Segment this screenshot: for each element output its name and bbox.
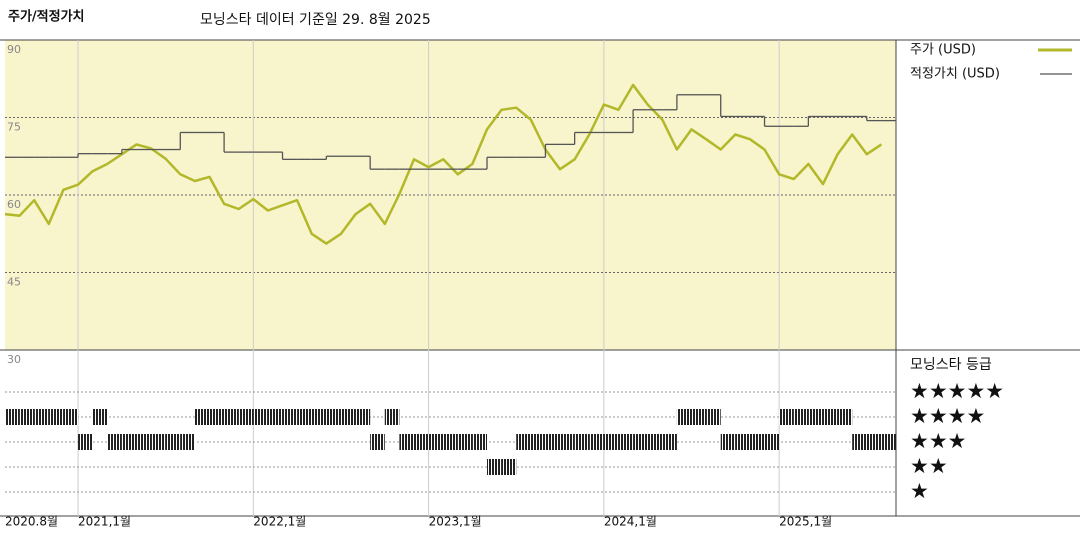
rating-bar xyxy=(238,409,254,425)
rating-bar xyxy=(253,409,268,425)
rating-bar xyxy=(764,434,780,450)
x-tick-label: 2024,1월 xyxy=(604,515,657,529)
rating-bar xyxy=(574,434,590,450)
rating-bar xyxy=(618,434,634,450)
rating-bar xyxy=(589,434,604,450)
rating-bar xyxy=(267,409,283,425)
rating-bar xyxy=(545,434,561,450)
rating-bar xyxy=(706,409,721,425)
rating-bar xyxy=(370,434,385,450)
rating-label: ★★★★ xyxy=(910,404,985,428)
rating-bar xyxy=(530,434,546,450)
rating-bar xyxy=(501,459,517,475)
rating-bar xyxy=(603,434,619,450)
rating-label: ★★ xyxy=(910,454,948,478)
rating-bar xyxy=(282,409,298,425)
rating-bar xyxy=(194,409,210,425)
rating-bar xyxy=(735,434,750,450)
rating-bar xyxy=(121,434,137,450)
x-tick-label: 2021,1월 xyxy=(78,515,131,529)
rating-bar xyxy=(749,434,765,450)
rating-bar xyxy=(384,409,400,425)
rating-bar xyxy=(822,409,838,425)
rating-bar xyxy=(793,409,809,425)
rating-bar xyxy=(662,434,677,450)
chart-subtitle: 모닝스타 데이터 기준일 29. 8월 2025 xyxy=(200,12,431,28)
rating-bar xyxy=(472,434,488,450)
y-tick-label: 75 xyxy=(7,121,21,134)
rating-bar xyxy=(399,434,414,450)
rating-bar xyxy=(428,434,444,450)
price-line xyxy=(4,83,883,245)
rating-bar xyxy=(560,434,575,450)
rating-bar xyxy=(487,459,502,475)
rating-bar xyxy=(340,409,356,425)
rating-bar xyxy=(5,409,20,425)
rating-bar xyxy=(180,434,195,450)
rating-bar xyxy=(326,409,341,425)
rating-bar xyxy=(165,434,181,450)
chart-title: 주가/적정가치 xyxy=(8,9,85,25)
rating-bar xyxy=(633,434,648,450)
rating-bar xyxy=(852,434,867,450)
rating-bar xyxy=(457,434,473,450)
rating-bar xyxy=(516,434,531,450)
rating-bar xyxy=(866,434,882,450)
rating-bar xyxy=(311,409,327,425)
y-tick-label: 45 xyxy=(7,276,21,289)
rating-bar xyxy=(676,409,692,425)
legend-label: 주가 (USD) xyxy=(910,43,976,58)
y-tick-label: 90 xyxy=(7,43,21,56)
rating-bar xyxy=(691,409,707,425)
rating-bar xyxy=(63,409,79,425)
rating-bar xyxy=(48,409,64,425)
rating-label: ★★★ xyxy=(910,429,966,453)
rating-bar xyxy=(443,434,458,450)
rating-bar xyxy=(355,409,371,425)
rating-bar xyxy=(209,409,225,425)
y-tick-label: 60 xyxy=(7,198,21,211)
rating-bar xyxy=(92,409,108,425)
x-tick-label: 2025,1월 xyxy=(779,515,832,529)
rating-bar xyxy=(34,409,49,425)
rating-bar xyxy=(779,409,794,425)
rating-bar xyxy=(297,409,312,425)
rating-bar xyxy=(136,434,152,450)
rating-bar xyxy=(837,409,853,425)
rating-bar xyxy=(78,434,93,450)
rating-bar xyxy=(224,409,239,425)
y-tick-label: 30 xyxy=(7,353,21,366)
rating-bar xyxy=(151,434,166,450)
rating-title: 모닝스타 등급 xyxy=(910,357,992,373)
rating-bar xyxy=(881,434,896,450)
rating-bar xyxy=(19,409,35,425)
rating-label: ★★★★★ xyxy=(910,379,1004,403)
rating-bar xyxy=(720,434,736,450)
rating-bar xyxy=(413,434,429,450)
rating-bar xyxy=(107,434,122,450)
rating-bar xyxy=(808,409,823,425)
rating-bar xyxy=(647,434,663,450)
rating-label: ★ xyxy=(910,479,929,503)
x-tick-label: 2023,1월 xyxy=(429,515,482,529)
x-tick-label: 2020.8월 xyxy=(5,515,58,529)
x-tick-label: 2022,1월 xyxy=(253,515,306,529)
legend-label: 적정가치 (USD) xyxy=(910,67,1000,82)
